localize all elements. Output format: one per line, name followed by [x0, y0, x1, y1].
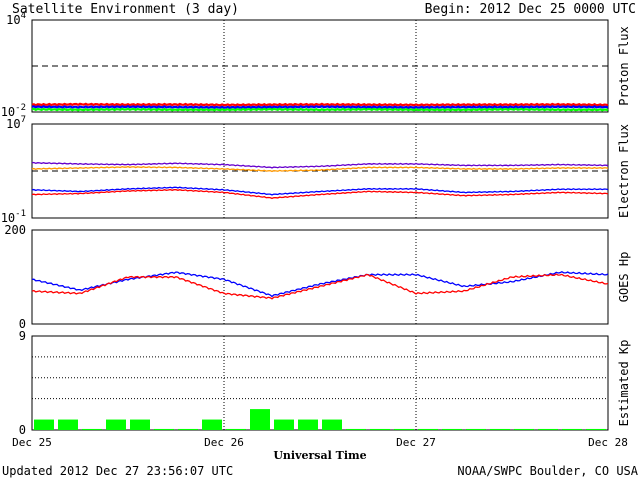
y-tick-exponent: -1 — [15, 209, 26, 219]
purple-series-line — [31, 161, 609, 169]
header: Satellite Environment (3 day) Begin: 201… — [12, 2, 636, 17]
kp-bar — [346, 428, 366, 430]
kp-bar — [130, 419, 150, 430]
kp-bar — [562, 428, 582, 430]
panel-frame — [31, 19, 609, 113]
y-axis-label: Proton Flux — [617, 26, 631, 105]
kp-bar — [106, 419, 126, 430]
blue-series-line — [31, 270, 609, 298]
kp-bar — [226, 428, 246, 430]
y-tick-label: 104 — [6, 11, 26, 27]
orange-series-line — [31, 165, 609, 173]
red-series-line — [31, 188, 609, 200]
kp-bar — [490, 428, 510, 430]
x-tick-label: Dec 26 — [204, 436, 244, 449]
y-tick-exponent: -2 — [15, 103, 26, 113]
kp-bar — [466, 428, 486, 430]
kp-bar — [250, 409, 270, 430]
updated-timestamp: Updated 2012 Dec 27 23:56:07 UTC — [2, 464, 233, 478]
kp-bar — [442, 428, 462, 430]
x-tick-label: Dec 28 — [588, 436, 628, 449]
y-axis-label: Estimated Kp — [617, 340, 631, 427]
blue-series-line — [31, 104, 609, 110]
red-series-line — [31, 102, 609, 107]
y-tick-label: 0 — [19, 423, 26, 437]
kp-bar — [394, 428, 414, 430]
x-axis: Dec 25 Dec 26 Dec 27 Dec 28 Universal Ti… — [12, 436, 628, 462]
kp-bar — [514, 428, 534, 430]
kp-bar — [538, 428, 558, 430]
kp-bar — [370, 428, 390, 430]
kp-bar — [202, 419, 222, 430]
blue-series-line — [31, 186, 609, 196]
y-tick-exponent: 7 — [21, 115, 26, 125]
y-tick-label: 200 — [4, 223, 26, 237]
y-axis-label: Electron Flux — [617, 124, 631, 218]
chart-title: Satellite Environment (3 day) — [12, 2, 239, 17]
kp-bar — [322, 419, 342, 430]
kp-bar — [82, 428, 102, 430]
kp-bar — [34, 419, 54, 430]
red-series-line — [31, 273, 609, 300]
goes-hp-panel: 200 0 GOES Hp — [4, 223, 631, 331]
y-tick-label: 0 — [19, 317, 26, 331]
y-axis-label: GOES Hp — [617, 252, 631, 303]
x-axis-label: Universal Time — [273, 449, 366, 462]
panel-frame — [31, 229, 609, 325]
kp-bar — [586, 428, 606, 430]
panel-frame — [31, 335, 609, 431]
footer: Updated 2012 Dec 27 23:56:07 UTC NOAA/SW… — [2, 464, 639, 478]
y-tick-exponent: 4 — [21, 11, 26, 21]
y-tick-label: 107 — [6, 115, 26, 131]
green-series-line — [31, 107, 609, 112]
kp-bar — [178, 428, 198, 430]
kp-bar — [58, 419, 78, 430]
agency-credit: NOAA/SWPC Boulder, CO USA — [457, 464, 638, 478]
kp-bar — [418, 428, 438, 430]
kp-bar — [298, 419, 318, 430]
x-tick-label: Dec 27 — [396, 436, 436, 449]
kp-bar — [154, 428, 174, 430]
panel-frame — [31, 123, 609, 219]
x-tick-label: Dec 25 — [12, 436, 52, 449]
kp-bar — [274, 419, 294, 430]
y-tick-label: 9 — [19, 329, 26, 343]
estimated-kp-panel: 9 0 Estimated Kp — [19, 329, 631, 437]
begin-time: Begin: 2012 Dec 25 0000 UTC — [425, 2, 636, 17]
